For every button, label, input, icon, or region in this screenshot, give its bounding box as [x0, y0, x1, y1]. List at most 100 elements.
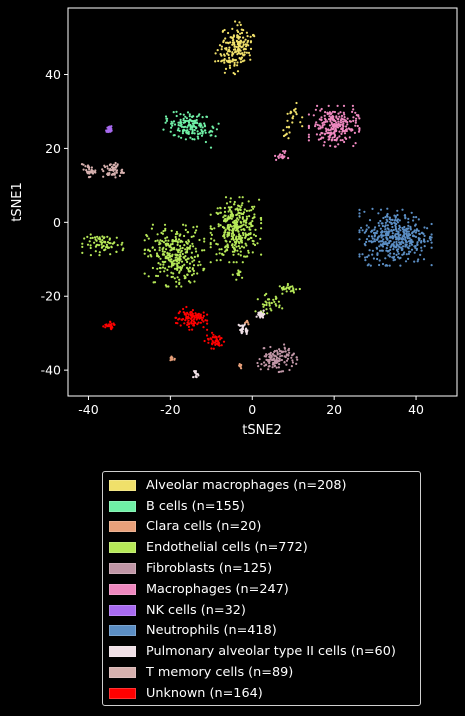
data-point [189, 126, 192, 129]
data-point [266, 312, 269, 315]
data-point [321, 132, 324, 135]
data-point [156, 233, 159, 236]
data-point [270, 354, 273, 357]
data-point [326, 120, 329, 123]
data-point [218, 252, 221, 255]
data-point [376, 253, 379, 256]
data-point [231, 51, 234, 54]
data-point [238, 216, 241, 219]
data-point [283, 361, 286, 364]
data-point [318, 118, 321, 121]
data-point [192, 376, 195, 379]
data-point [187, 280, 191, 283]
data-point [339, 139, 342, 142]
data-point [225, 248, 228, 251]
x-tick-label: 0 [248, 402, 256, 417]
data-point [163, 253, 166, 256]
data-point [337, 112, 340, 115]
data-point [338, 135, 341, 138]
data-point [209, 246, 212, 249]
data-point [106, 172, 109, 175]
data-point [410, 211, 413, 214]
legend-label: T memory cells (n=89) [146, 665, 294, 681]
data-point [235, 220, 239, 224]
data-point [176, 240, 179, 243]
data-point [278, 349, 282, 353]
data-point [201, 132, 204, 135]
data-point [395, 246, 398, 249]
data-point [240, 228, 243, 231]
data-point [392, 248, 395, 251]
data-point [189, 124, 192, 127]
data-point [199, 313, 202, 316]
data-point [287, 137, 290, 140]
data-point [242, 53, 245, 57]
data-point [172, 272, 175, 275]
data-point [273, 300, 276, 303]
data-point [382, 216, 385, 220]
data-point [416, 260, 419, 263]
data-point [115, 236, 118, 239]
data-point [191, 242, 194, 245]
legend-swatch [109, 521, 136, 533]
data-point [290, 356, 293, 359]
data-point [407, 227, 410, 230]
data-point [228, 64, 231, 67]
data-point [98, 238, 102, 241]
data-point [158, 249, 161, 252]
data-point [283, 151, 286, 154]
data-point [239, 208, 242, 212]
data-point [225, 48, 228, 51]
data-point [414, 223, 417, 226]
data-point [324, 127, 327, 130]
data-point [335, 115, 338, 118]
data-point [420, 231, 423, 234]
data-point [260, 363, 263, 366]
data-point [399, 243, 402, 246]
data-point [338, 115, 341, 118]
data-point [173, 277, 176, 280]
data-point [103, 249, 106, 252]
data-point [214, 52, 217, 55]
data-point [216, 207, 219, 210]
data-point [397, 235, 400, 238]
x-axis-ticks: -40 -20 0 20 40 [78, 396, 424, 417]
data-point [108, 323, 111, 326]
x-tick-label: -40 [78, 402, 98, 417]
data-point [193, 132, 196, 135]
data-point [354, 119, 357, 122]
data-point [109, 320, 112, 323]
series-3 [81, 196, 301, 315]
data-point [247, 51, 251, 55]
data-point [404, 236, 407, 239]
data-point [291, 361, 294, 364]
data-point [295, 288, 298, 291]
data-point [400, 248, 403, 252]
data-point [335, 121, 338, 124]
data-point [320, 118, 323, 121]
data-point [275, 349, 278, 352]
data-point [233, 200, 236, 204]
data-point [241, 60, 244, 63]
data-point [413, 260, 416, 263]
data-point [379, 219, 382, 223]
data-point [193, 138, 196, 141]
data-point [170, 120, 173, 123]
data-point [399, 264, 402, 267]
data-point [373, 240, 377, 243]
data-point [245, 51, 248, 54]
data-point [420, 240, 423, 243]
data-point [187, 124, 190, 127]
data-point [246, 35, 249, 38]
data-point [110, 173, 113, 176]
data-point [150, 227, 153, 230]
data-point [397, 238, 400, 241]
data-point [240, 245, 244, 248]
data-point [259, 368, 262, 371]
data-point [185, 242, 189, 245]
data-point [194, 312, 197, 315]
data-point [291, 289, 294, 292]
data-point [233, 51, 237, 54]
data-point [376, 237, 379, 240]
data-point [344, 136, 347, 139]
